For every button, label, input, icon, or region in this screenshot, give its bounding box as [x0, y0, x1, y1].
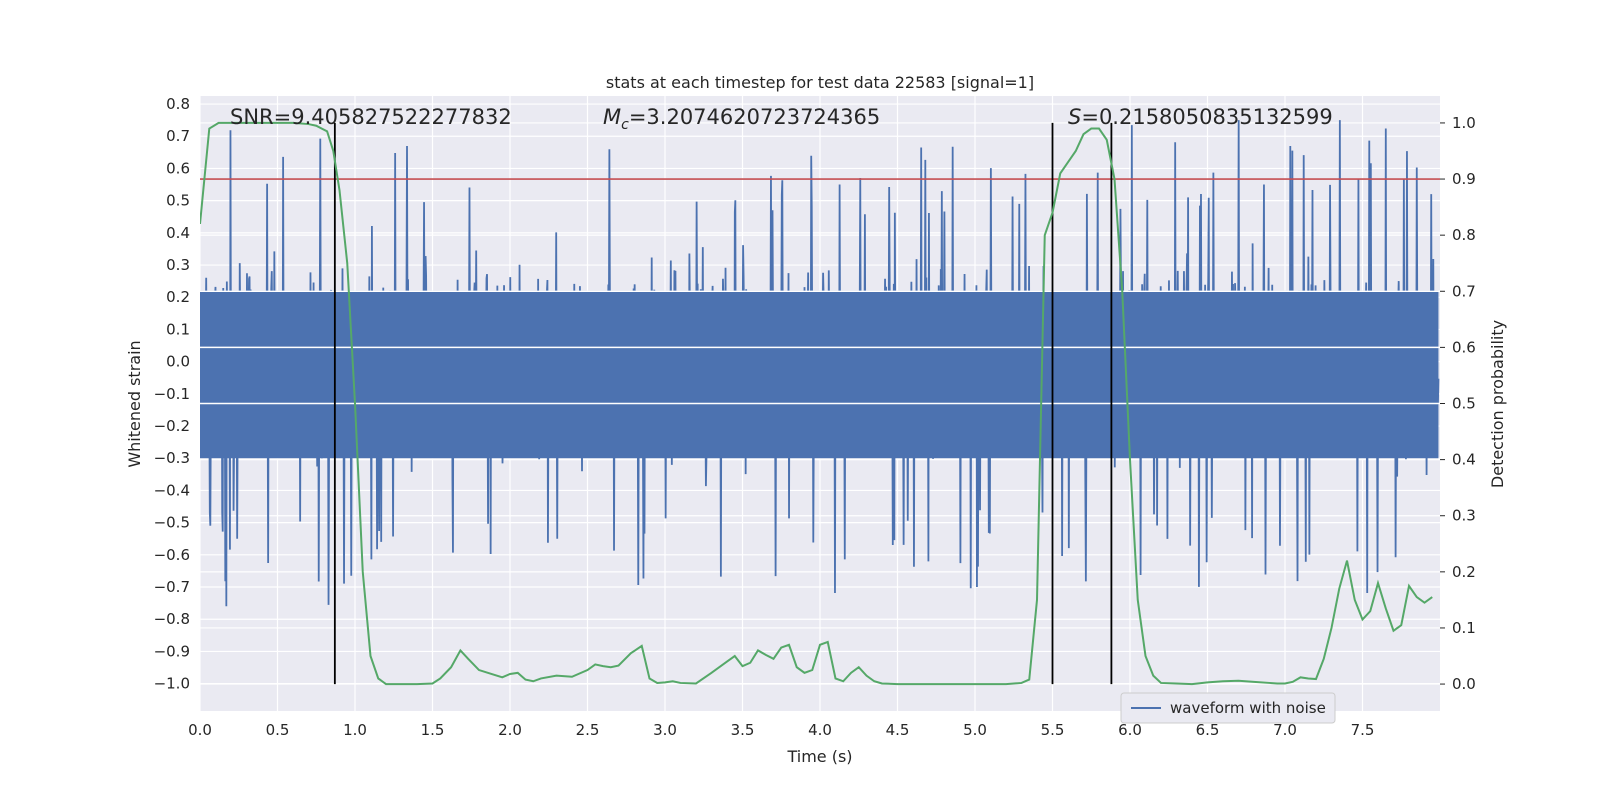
y-tick-label: −0.9 — [154, 642, 190, 660]
y-tick-label: 0.7 — [166, 127, 190, 145]
x-axis-label: Time (s) — [786, 747, 852, 766]
y-tick-label: −0.1 — [154, 385, 190, 403]
x-tick-label: 4.0 — [808, 721, 832, 739]
y2-tick-label: 0.2 — [1452, 563, 1476, 581]
y2-tick-label: 0.7 — [1452, 282, 1476, 300]
y2-tick-label: 0.6 — [1452, 338, 1476, 356]
mc-symbol: M — [603, 105, 621, 129]
y-tick-label: −0.8 — [154, 610, 190, 628]
chart-title: stats at each timestep for test data 225… — [606, 73, 1034, 92]
y-axis-ticks: 0.8 0.7 0.6 0.5 0.4 0.3 0.2 0.1 0.0 −0.1 −0.2 −0.3 −… — [154, 95, 190, 693]
y-tick-label: −0.2 — [154, 417, 190, 435]
y-tick-label: −0.5 — [154, 514, 190, 532]
y2-tick-label: 0.4 — [1452, 451, 1476, 469]
x-tick-label: 0.0 — [188, 721, 212, 739]
legend-box — [1120, 692, 1336, 724]
x-tick-label: 3.5 — [731, 721, 755, 739]
strain-series — [200, 120, 1440, 607]
snr-annotation: SNR=9.405827522277832 — [230, 105, 512, 129]
x-tick-label: 1.0 — [343, 721, 367, 739]
mc-value: =3.2074620723724365 — [629, 105, 880, 129]
x-tick-label: 4.5 — [886, 721, 910, 739]
x-tick-label: 5.0 — [963, 721, 987, 739]
y-tick-label: −0.4 — [154, 481, 190, 499]
x-tick-label: 2.5 — [576, 721, 600, 739]
x-axis-ticks: 0.0 0.5 1.0 1.5 2.0 2.5 3.0 3.5 4.0 4.5 5.0 5.5 6.0 6… — [188, 721, 1374, 739]
probability-line — [200, 121, 1433, 686]
x-tick-label: 7.5 — [1351, 721, 1375, 739]
y2-tick-label: 0.3 — [1452, 507, 1476, 525]
y2-tick-label: 0.9 — [1452, 170, 1476, 188]
legend-label: waveform with noise — [1170, 699, 1326, 717]
x-tick-label: 0.5 — [266, 721, 290, 739]
y-tick-label: 0.2 — [166, 288, 190, 306]
y-tick-label: 0.3 — [166, 256, 190, 274]
y2-tick-label: 0.8 — [1452, 226, 1476, 244]
mc-subscript: c — [621, 117, 629, 133]
mc-annotation: Mc=3.2074620723724365 — [603, 105, 880, 133]
y-tick-label: 0.6 — [166, 159, 190, 177]
strain-band — [200, 290, 1439, 459]
x-tick-label: 1.5 — [421, 721, 445, 739]
y2-tick-label: 0.0 — [1452, 675, 1476, 693]
y2-tick-label: 0.5 — [1452, 395, 1476, 413]
y2-axis-ticks: 1.0 0.9 0.8 0.7 0.6 0.5 0.4 0.3 0.2 0.1 0.0 — [1440, 114, 1476, 693]
y-tick-label: 0.5 — [166, 192, 190, 210]
y2-tick-label: 0.1 — [1452, 619, 1476, 637]
y-tick-label: −1.0 — [154, 675, 190, 693]
s-value: =0.2158050835132599 — [1081, 105, 1332, 129]
y-axis-label: Whitened strain — [125, 340, 144, 467]
x-tick-label: 6.0 — [1118, 721, 1142, 739]
s-annotation: S=0.2158050835132599 — [1068, 105, 1333, 129]
x-tick-label: 5.5 — [1041, 721, 1065, 739]
plot-area — [200, 120, 1440, 686]
y-tick-label: −0.7 — [154, 578, 190, 596]
s-symbol: S — [1068, 105, 1081, 129]
y-tick-label: 0.0 — [166, 353, 190, 371]
x-tick-label: 3.0 — [653, 721, 677, 739]
y-tick-label: 0.1 — [166, 320, 190, 338]
y-tick-label: −0.6 — [154, 546, 190, 564]
y-tick-label: −0.3 — [154, 449, 190, 467]
x-tick-label: 6.5 — [1196, 721, 1220, 739]
y2-axis-label: Detection probability — [1488, 320, 1507, 488]
y2-tick-label: 1.0 — [1452, 114, 1476, 132]
x-tick-label: 7.0 — [1273, 721, 1297, 739]
y-tick-label: 0.4 — [166, 224, 190, 242]
y-tick-label: 0.8 — [166, 95, 190, 113]
probability-series — [200, 121, 1440, 686]
x-tick-label: 2.0 — [498, 721, 522, 739]
legend: waveform with noise — [1120, 692, 1336, 724]
